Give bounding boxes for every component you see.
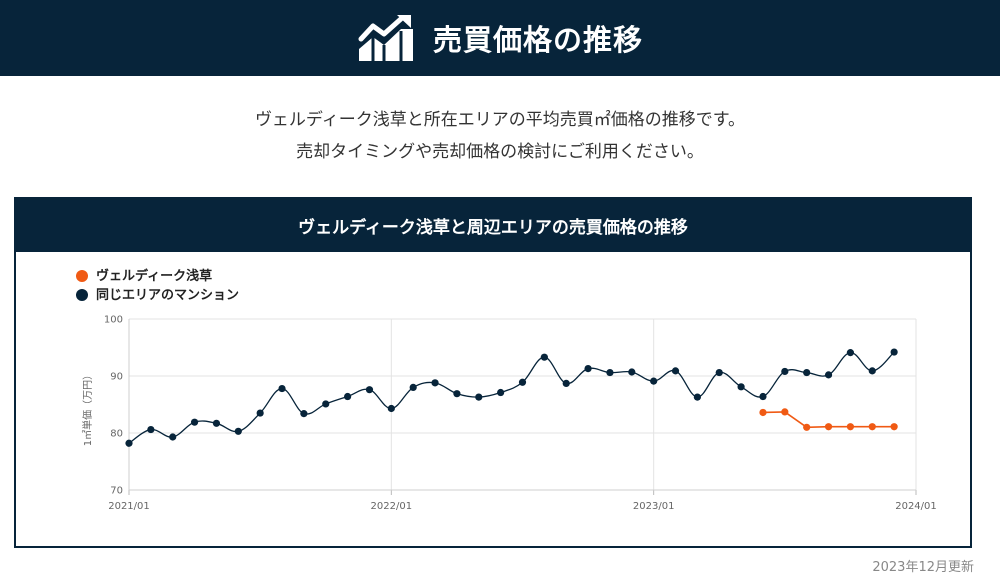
data-point-series-2: [234, 427, 242, 435]
data-point-series-2: [453, 390, 461, 398]
legend-label-series-1: ヴェルディーク浅草: [96, 268, 212, 284]
data-point-series-2: [344, 392, 352, 401]
data-point-series-2: [365, 386, 374, 394]
data-point-series-1: [868, 423, 876, 431]
data-point-series-2: [256, 409, 264, 417]
series-line-2: [128, 351, 895, 444]
y-tick-label: 70: [110, 486, 123, 497]
intro-line-2: 売却タイミングや売却価格の検討にご利用ください。: [296, 142, 704, 162]
intro-line-1: ヴェルディーク浅草と所在エリアの平均売買㎡価格の推移です。: [254, 110, 746, 130]
legend: ヴェルディーク浅草 同じエリアのマンション: [76, 268, 239, 303]
data-point-series-2: [628, 368, 636, 376]
data-point-series-2: [518, 378, 527, 386]
data-point-series-2: [300, 410, 308, 418]
data-point-series-2: [824, 371, 833, 379]
data-point-series-1: [803, 423, 811, 431]
chart-panel-title: ヴェルディーク浅草と周辺エリアの売買価格の推移: [16, 199, 970, 252]
data-point-series-2: [431, 379, 439, 387]
data-point-series-2: [497, 388, 505, 397]
data-point-series-1: [781, 408, 789, 416]
data-point-series-2: [650, 377, 658, 385]
legend-label-series-2: 同じエリアのマンション: [96, 288, 239, 303]
data-point-series-2: [409, 383, 417, 391]
data-point-series-1: [890, 423, 898, 431]
data-point-series-1: [824, 423, 833, 431]
data-point-series-2: [475, 393, 483, 401]
data-point-series-2: [322, 400, 330, 408]
y-tick-label: 90: [110, 372, 123, 383]
updated-date: 2023年12月更新: [872, 560, 974, 575]
data-point-series-2: [125, 439, 133, 447]
data-point-series-2: [671, 367, 680, 375]
series-lines: [128, 351, 895, 444]
axis-ticks: 70 80 90 100 2021/01 2022/01 2023/01 2024/01: [104, 315, 937, 513]
data-point-series-2: [387, 404, 395, 413]
data-point-series-2: [890, 348, 898, 356]
x-tick-label: 2023/01: [633, 501, 675, 512]
legend-swatch-series-2: [76, 289, 88, 301]
data-point-series-2: [759, 392, 767, 401]
data-point-series-2: [562, 379, 570, 388]
data-point-series-2: [693, 393, 701, 401]
data-point-series-2: [868, 367, 876, 375]
data-point-series-2: [715, 368, 723, 377]
data-point-series-2: [147, 425, 155, 434]
data-point-series-2: [190, 418, 199, 426]
chart-panel: ヴェルディーク浅草と周辺エリアの売買価格の推移 ヴェルディーク浅草 同じエリアの…: [14, 197, 972, 548]
data-point-series-2: [737, 383, 745, 391]
data-point-series-2: [606, 368, 614, 377]
data-point-series-2: [846, 349, 855, 357]
data-point-series-2: [781, 367, 789, 376]
data-point-series-2: [169, 433, 177, 441]
chart-up-icon: [358, 15, 413, 61]
page-title: 売買価格の推移: [432, 23, 643, 57]
y-tick-label: 100: [104, 315, 123, 326]
y-axis-label: 1㎡単価（万円）: [81, 370, 94, 446]
x-tick-label: 2022/01: [371, 501, 413, 512]
y-tick-label: 80: [110, 429, 123, 440]
data-point-series-1: [846, 423, 855, 431]
data-point-series-2: [212, 419, 221, 427]
x-tick-label: 2024/01: [895, 501, 937, 512]
series-points: [125, 348, 898, 447]
price-trend-chart: ヴェルディーク浅草 同じエリアのマンション 1㎡単価（万円） 70 80 90 100…: [76, 268, 937, 513]
data-point-series-2: [803, 368, 811, 377]
data-point-series-2: [584, 364, 592, 373]
x-tick-label: 2021/01: [108, 501, 150, 512]
data-point-series-2: [278, 384, 286, 393]
data-point-series-1: [759, 408, 767, 417]
chart-grid: [128, 318, 917, 495]
page-header: 売買価格の推移: [0, 0, 1000, 76]
legend-swatch-series-1: [76, 270, 88, 282]
data-point-series-2: [540, 353, 548, 361]
intro-text: ヴェルディーク浅草と所在エリアの平均売買㎡価格の推移です。 売却タイミングや売却…: [0, 104, 1000, 168]
